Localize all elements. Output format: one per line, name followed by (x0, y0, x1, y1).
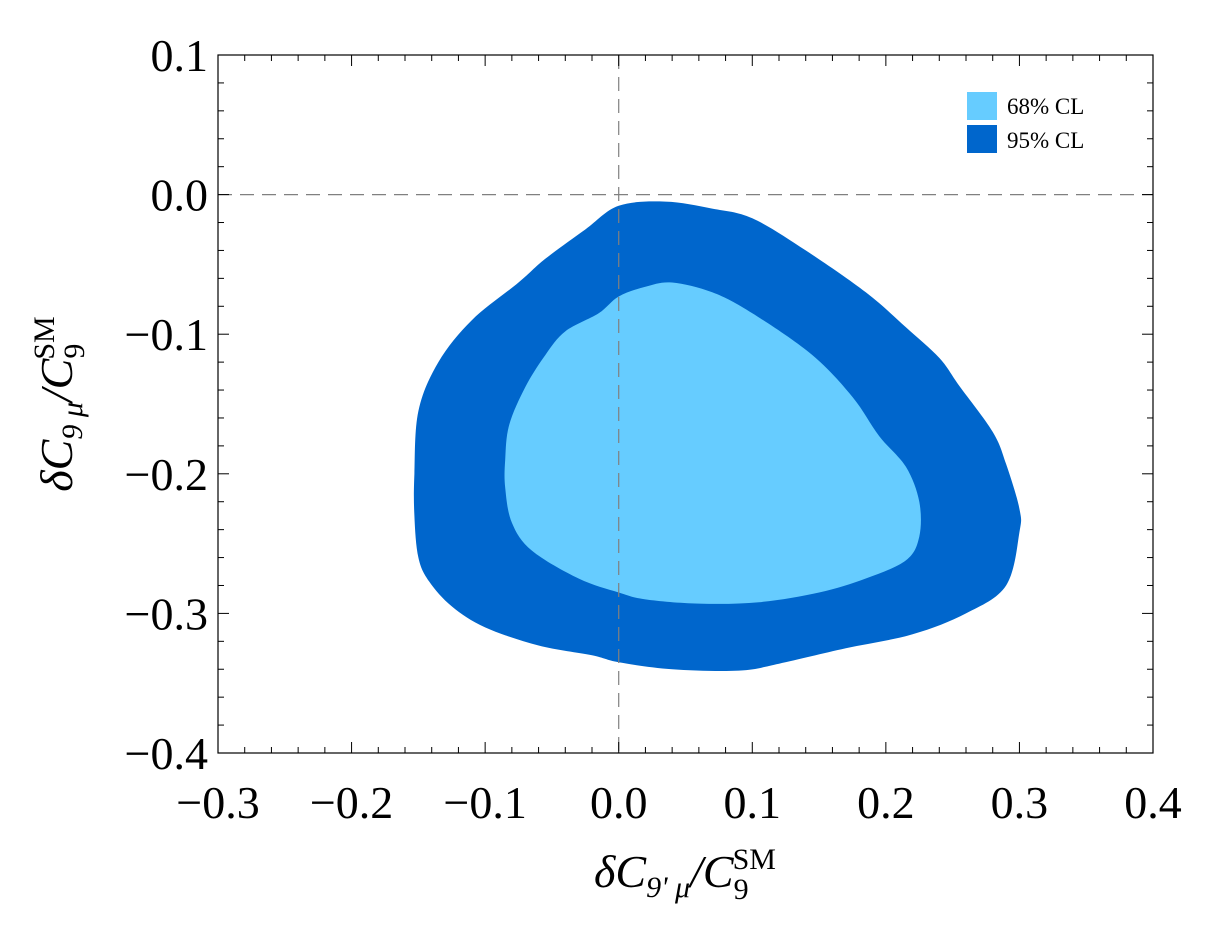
x-tick-label: −0.1 (443, 777, 526, 828)
y-tick-label: −0.2 (125, 449, 208, 500)
confidence-regions (413, 201, 1022, 672)
plot-frame (217, 54, 1154, 754)
x-tick-labels: −0.3 −0.2 −0.1 0.0 0.1 0.2 0.3 0.4 (176, 777, 1181, 828)
legend-swatch-95 (967, 125, 997, 153)
x-tick-label: 0.3 (991, 777, 1049, 828)
legend-swatch-68 (967, 92, 997, 120)
legend-label-68: 68% CL (1007, 94, 1084, 119)
legend-label-95: 95% CL (1007, 128, 1084, 153)
y-tick-label: 0.0 (151, 170, 209, 221)
x-tick-label: 0.4 (1124, 777, 1182, 828)
y-tick-label: −0.4 (125, 728, 208, 779)
x-tick-label: 0.1 (724, 777, 782, 828)
legend: 68% CL 95% CL (967, 92, 1084, 153)
y-tick-label: 0.1 (151, 30, 209, 81)
x-axis-label: δC9' μ/C9SM (594, 843, 776, 906)
x-tick-label: −0.2 (310, 777, 393, 828)
y-tick-label: −0.1 (125, 309, 208, 360)
y-tick-labels: 0.1 0.0 −0.1 −0.2 −0.3 −0.4 (125, 30, 208, 779)
x-tick-label: 0.2 (857, 777, 915, 828)
y-axis-label: δC9 μ/C9SM (28, 316, 91, 491)
x-tick-label: −0.3 (176, 777, 259, 828)
x-tick-label: 0.0 (590, 777, 648, 828)
region-68-cl (504, 282, 921, 604)
y-tick-label: −0.3 (125, 588, 208, 639)
reference-lines (218, 55, 1153, 753)
axis-ticks (217, 54, 1154, 754)
